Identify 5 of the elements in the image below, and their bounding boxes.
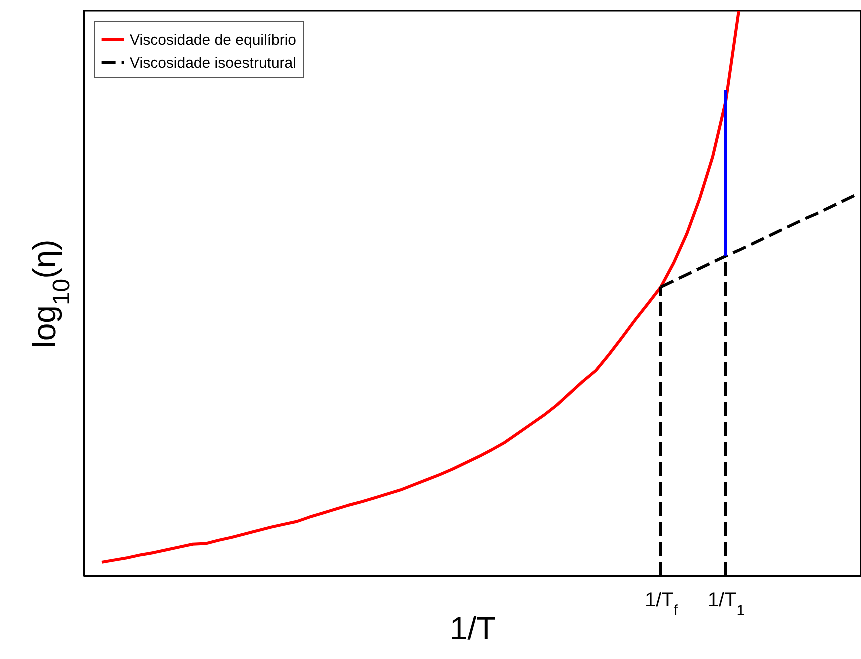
x-tick-label: 1/T$_{f}$: [644, 590, 679, 619]
x-axis-title: 1/T: [450, 610, 496, 646]
legend-label: Viscosidade de equilíbrio: [130, 32, 297, 49]
legend-label: Viscosidade isoestrutural: [130, 55, 296, 72]
x-tick-label: 1/T$_{1}$: [708, 590, 746, 619]
